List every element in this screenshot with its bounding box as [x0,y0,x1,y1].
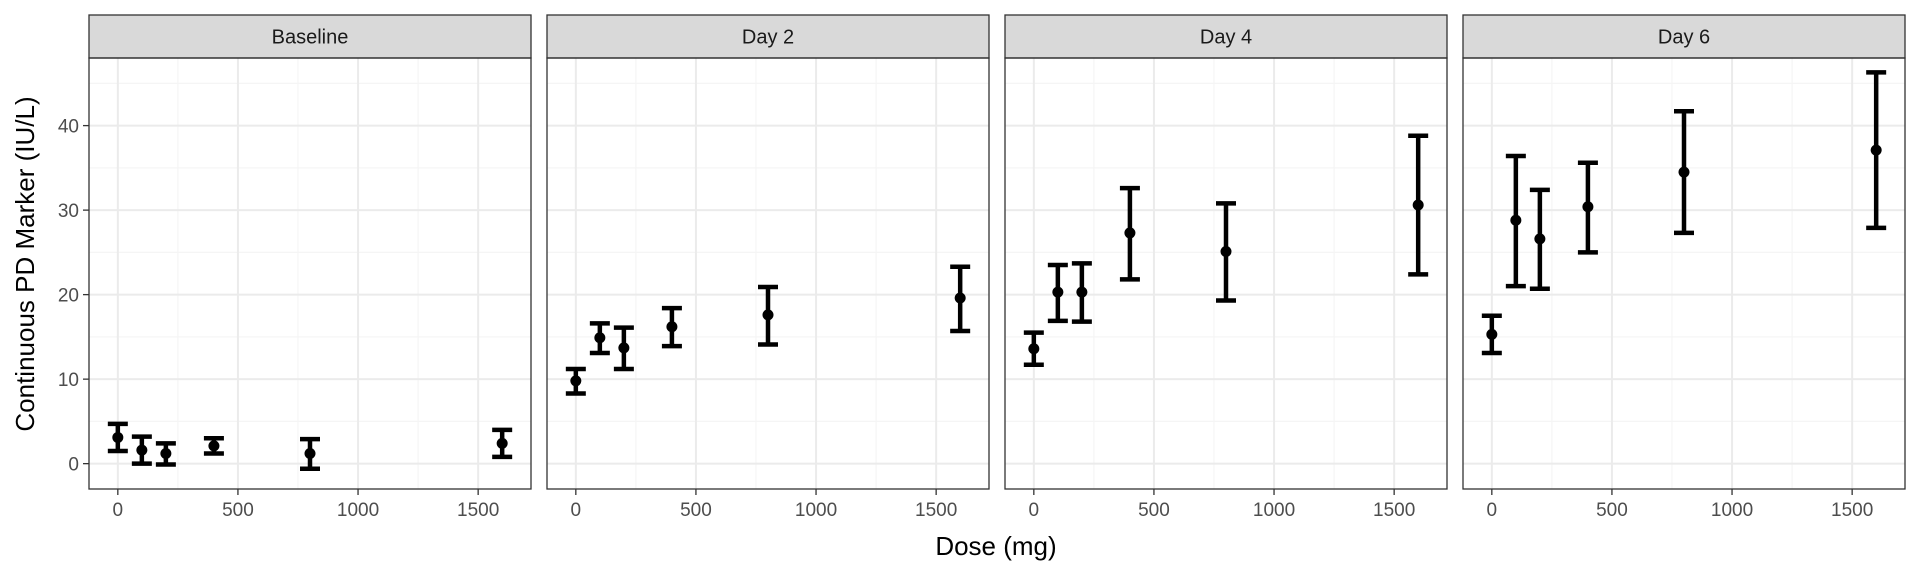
data-point-group [131,434,152,466]
data-point [666,321,678,333]
y-tick-label: 20 [58,286,79,307]
x-tick-label: 1500 [1373,500,1415,521]
data-point-group [758,284,778,347]
data-point [594,332,606,344]
y-axis: 0 10 20 30 40 [58,117,89,476]
facet-panel: Baseline 0 500 1000 1500 [88,14,532,521]
panel-border [1004,57,1448,490]
x-tick-label: 500 [1596,500,1628,521]
x-tick-label: 500 [1138,500,1170,521]
data-point [1510,214,1522,226]
x-tick-label: 0 [571,500,582,521]
facet-title: Baseline [272,27,349,49]
data-point-group [1023,330,1044,368]
facet-panel: Day 2 0 500 1000 1500 [546,14,990,521]
x-tick-label: 1000 [337,500,379,521]
data-point [1124,227,1136,239]
data-point-group [661,305,682,349]
facet-title: Day 4 [1200,27,1252,49]
data-point-group [1481,313,1502,356]
data-point-group [107,421,128,454]
data-point [1220,246,1232,258]
data-point [618,342,630,354]
facet-strip [1004,14,1448,59]
facet-strip [88,14,532,59]
panel-border [546,57,990,490]
data-point [304,448,316,460]
data-point-group [1119,185,1140,282]
data-point [954,292,966,304]
y-tick-label: 30 [58,201,79,222]
x-tick-label: 1000 [795,500,837,521]
data-point [762,309,774,321]
x-tick-label: 1500 [457,500,499,521]
x-tick-label: 0 [113,500,124,521]
x-tick-label: 500 [680,500,712,521]
facet-title: Day 2 [742,27,794,49]
data-point-group [492,427,513,460]
data-point-group [1047,262,1068,324]
data-point [1534,233,1546,245]
data-point [1052,286,1064,298]
data-point-group [589,321,610,356]
y-tick-label: 10 [58,370,79,391]
data-point [1076,286,1088,298]
x-axis-title: Dose (mg) [935,531,1056,561]
data-point [160,448,172,460]
panel-border [1462,57,1906,490]
data-point-group [1674,108,1694,236]
x-tick-label: 1000 [1711,500,1753,521]
data-point [136,444,148,456]
facet-strip [1462,14,1906,59]
data-point [112,431,124,443]
data-point [1678,166,1690,178]
x-tick-label: 0 [1029,500,1040,521]
x-tick-label: 1500 [1831,500,1873,521]
data-point-group [155,441,176,467]
y-axis-title: Continuous PD Marker (IU/L) [10,96,40,431]
data-point-group [300,436,320,471]
data-point [1412,199,1424,211]
facet-strip [546,14,990,59]
data-point-group [1529,187,1550,291]
x-tick-label: 0 [1487,500,1498,521]
x-tick-label: 500 [222,500,254,521]
data-point-group [1071,261,1092,324]
x-tick-label: 1000 [1253,500,1295,521]
data-point-group [950,264,971,334]
data-point-group [1577,160,1598,255]
panel-border [88,57,532,490]
data-point-group [203,436,224,456]
data-point-group [1866,70,1887,231]
data-point-group [1505,153,1526,289]
data-point [1486,328,1498,340]
facet-title: Day 6 [1658,27,1710,49]
y-tick-label: 0 [68,455,79,476]
data-point [1582,201,1594,213]
data-point [1028,343,1040,355]
facet-panel: Day 6 0 500 1000 1500 [1462,14,1906,521]
facet-panel: Day 4 0 500 1000 1500 [1004,14,1448,521]
data-point [496,437,508,449]
data-point-group [613,325,634,372]
data-point-group [565,366,586,396]
data-point-group [1408,133,1429,277]
x-tick-label: 1500 [915,500,957,521]
data-point [208,440,220,452]
data-point [570,375,582,387]
panel-background [547,58,989,489]
panel-background [89,58,531,489]
data-point [1870,144,1882,156]
data-point-group [1216,201,1236,303]
y-tick-label: 40 [58,117,79,138]
